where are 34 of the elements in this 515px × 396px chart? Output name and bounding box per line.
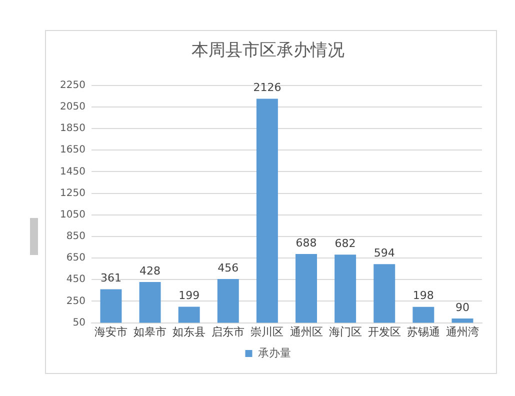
y-tick-label: 1650 [60, 144, 86, 156]
y-tick-label: 2250 [60, 80, 86, 91]
legend-label: 承办量 [258, 346, 291, 360]
y-tick-label: 50 [72, 317, 86, 328]
data-label: 361 [100, 272, 122, 285]
data-label: 90 [455, 300, 470, 314]
x-tick-label: 如皋市 [134, 325, 167, 338]
y-tick-label: 650 [66, 252, 86, 264]
x-tick-label: 开发区 [368, 325, 401, 338]
x-tick-label: 苏锡通 [406, 325, 440, 338]
data-label: 198 [412, 289, 434, 302]
y-tick-label: 1250 [60, 188, 86, 199]
x-tick-label: 海门区 [328, 325, 362, 338]
y-tick-label: 2050 [60, 102, 86, 113]
x-tick-label: 通州湾 [446, 325, 479, 338]
x-tick-label: 如东县 [172, 325, 206, 338]
x-tick-label: 海安市 [94, 325, 128, 338]
data-label: 688 [296, 236, 317, 250]
data-label: 428 [140, 264, 161, 278]
data-label: 456 [218, 261, 239, 274]
data-label: 2126 [253, 81, 282, 94]
y-tick-label: 450 [66, 274, 86, 286]
y-tick-label: 850 [66, 231, 86, 242]
data-label: 682 [334, 236, 356, 250]
y-tick-label: 1450 [60, 166, 86, 178]
chart-title: 本周县市区承办情况 [192, 40, 344, 61]
x-tick-label: 通州区 [290, 325, 323, 338]
data-label: 199 [178, 289, 200, 302]
y-tick-label: 1850 [60, 123, 86, 134]
y-tick-label: 250 [66, 296, 86, 307]
y-tick-label: 1050 [60, 209, 86, 220]
data-label: 594 [374, 246, 395, 260]
x-tick-label: 崇川区 [250, 325, 284, 338]
x-tick-label: 启东市 [212, 325, 245, 338]
